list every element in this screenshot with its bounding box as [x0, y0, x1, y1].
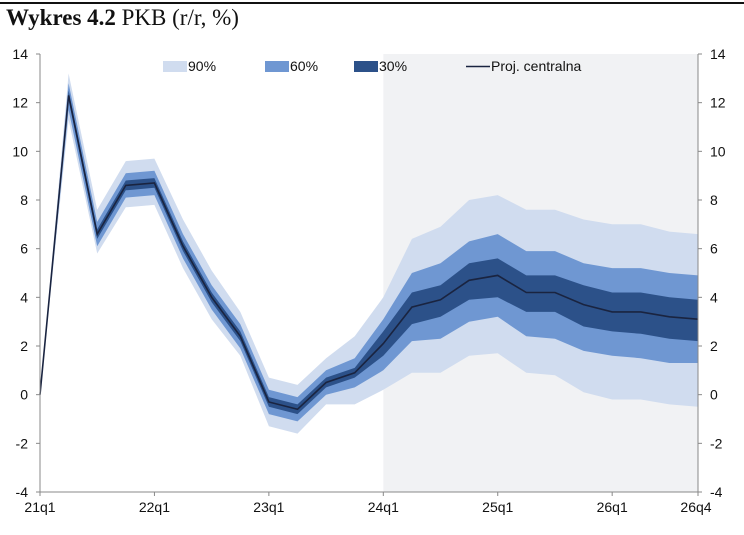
y-tick-label-right: 2 — [710, 338, 718, 354]
x-tick-label: 22q1 — [139, 499, 170, 515]
y-tick-label-left: 2 — [20, 338, 28, 354]
y-tick-label-right: 8 — [710, 192, 718, 208]
title-rule — [0, 2, 744, 4]
y-tick-label-right: -4 — [710, 484, 723, 500]
band90-area — [40, 73, 698, 434]
y-tick-label-left: -4 — [16, 484, 29, 500]
legend-label: 30% — [379, 58, 407, 74]
central-line — [39, 95, 699, 411]
chart-title-bold: Wykres 4.2 — [6, 5, 116, 30]
legend-label: 60% — [290, 58, 318, 74]
y-tick-label-left: 14 — [12, 46, 28, 62]
legend-swatch-60 — [265, 61, 289, 72]
legend: 90% 60% 30% Proj. centralna — [163, 58, 581, 74]
y-tick-label-left: 12 — [12, 95, 28, 111]
y-tick-label-left: 10 — [12, 143, 28, 159]
y-tick-label-right: 6 — [710, 241, 718, 257]
x-tick-label: 25q1 — [482, 499, 513, 515]
chart-title-rest: PKB (r/r, %) — [121, 5, 239, 30]
x-tick-label: 26q1 — [597, 499, 628, 515]
band-60 — [40, 83, 698, 422]
band-90 — [40, 73, 698, 434]
y-tick-label-left: 6 — [20, 241, 28, 257]
y-tick-label-left: 8 — [20, 192, 28, 208]
y-tick-label-right: 14 — [710, 46, 726, 62]
legend-label: Proj. centralna — [491, 58, 581, 74]
chart-title: Wykres 4.2 PKB (r/r, %) — [6, 5, 239, 31]
y-tick-label-left: -2 — [16, 435, 29, 451]
y-tick-label-left: 4 — [20, 289, 28, 305]
y-tick-label-left: 0 — [20, 387, 28, 403]
x-tick-label: 21q1 — [24, 499, 55, 515]
legend-swatch-90 — [163, 61, 187, 72]
y-tick-label-right: -2 — [710, 435, 723, 451]
y-tick-label-right: 12 — [710, 95, 726, 111]
x-tick-label: 24q1 — [368, 499, 399, 515]
legend-label: 90% — [188, 58, 216, 74]
y-tick-label-right: 10 — [710, 143, 726, 159]
axes: -4 -4 -2 -2 0 0 2 2 4 4 6 6 8 8 10 10 12 12 14 14 21q1 22q1 23… — [12, 46, 725, 515]
x-tick-label: 23q1 — [253, 499, 284, 515]
y-tick-label-right: 0 — [710, 387, 718, 403]
x-tick-label: 26q4 — [680, 499, 711, 515]
legend-swatch-30 — [354, 61, 378, 72]
band60-area — [40, 83, 698, 422]
y-tick-label-right: 4 — [710, 289, 718, 305]
